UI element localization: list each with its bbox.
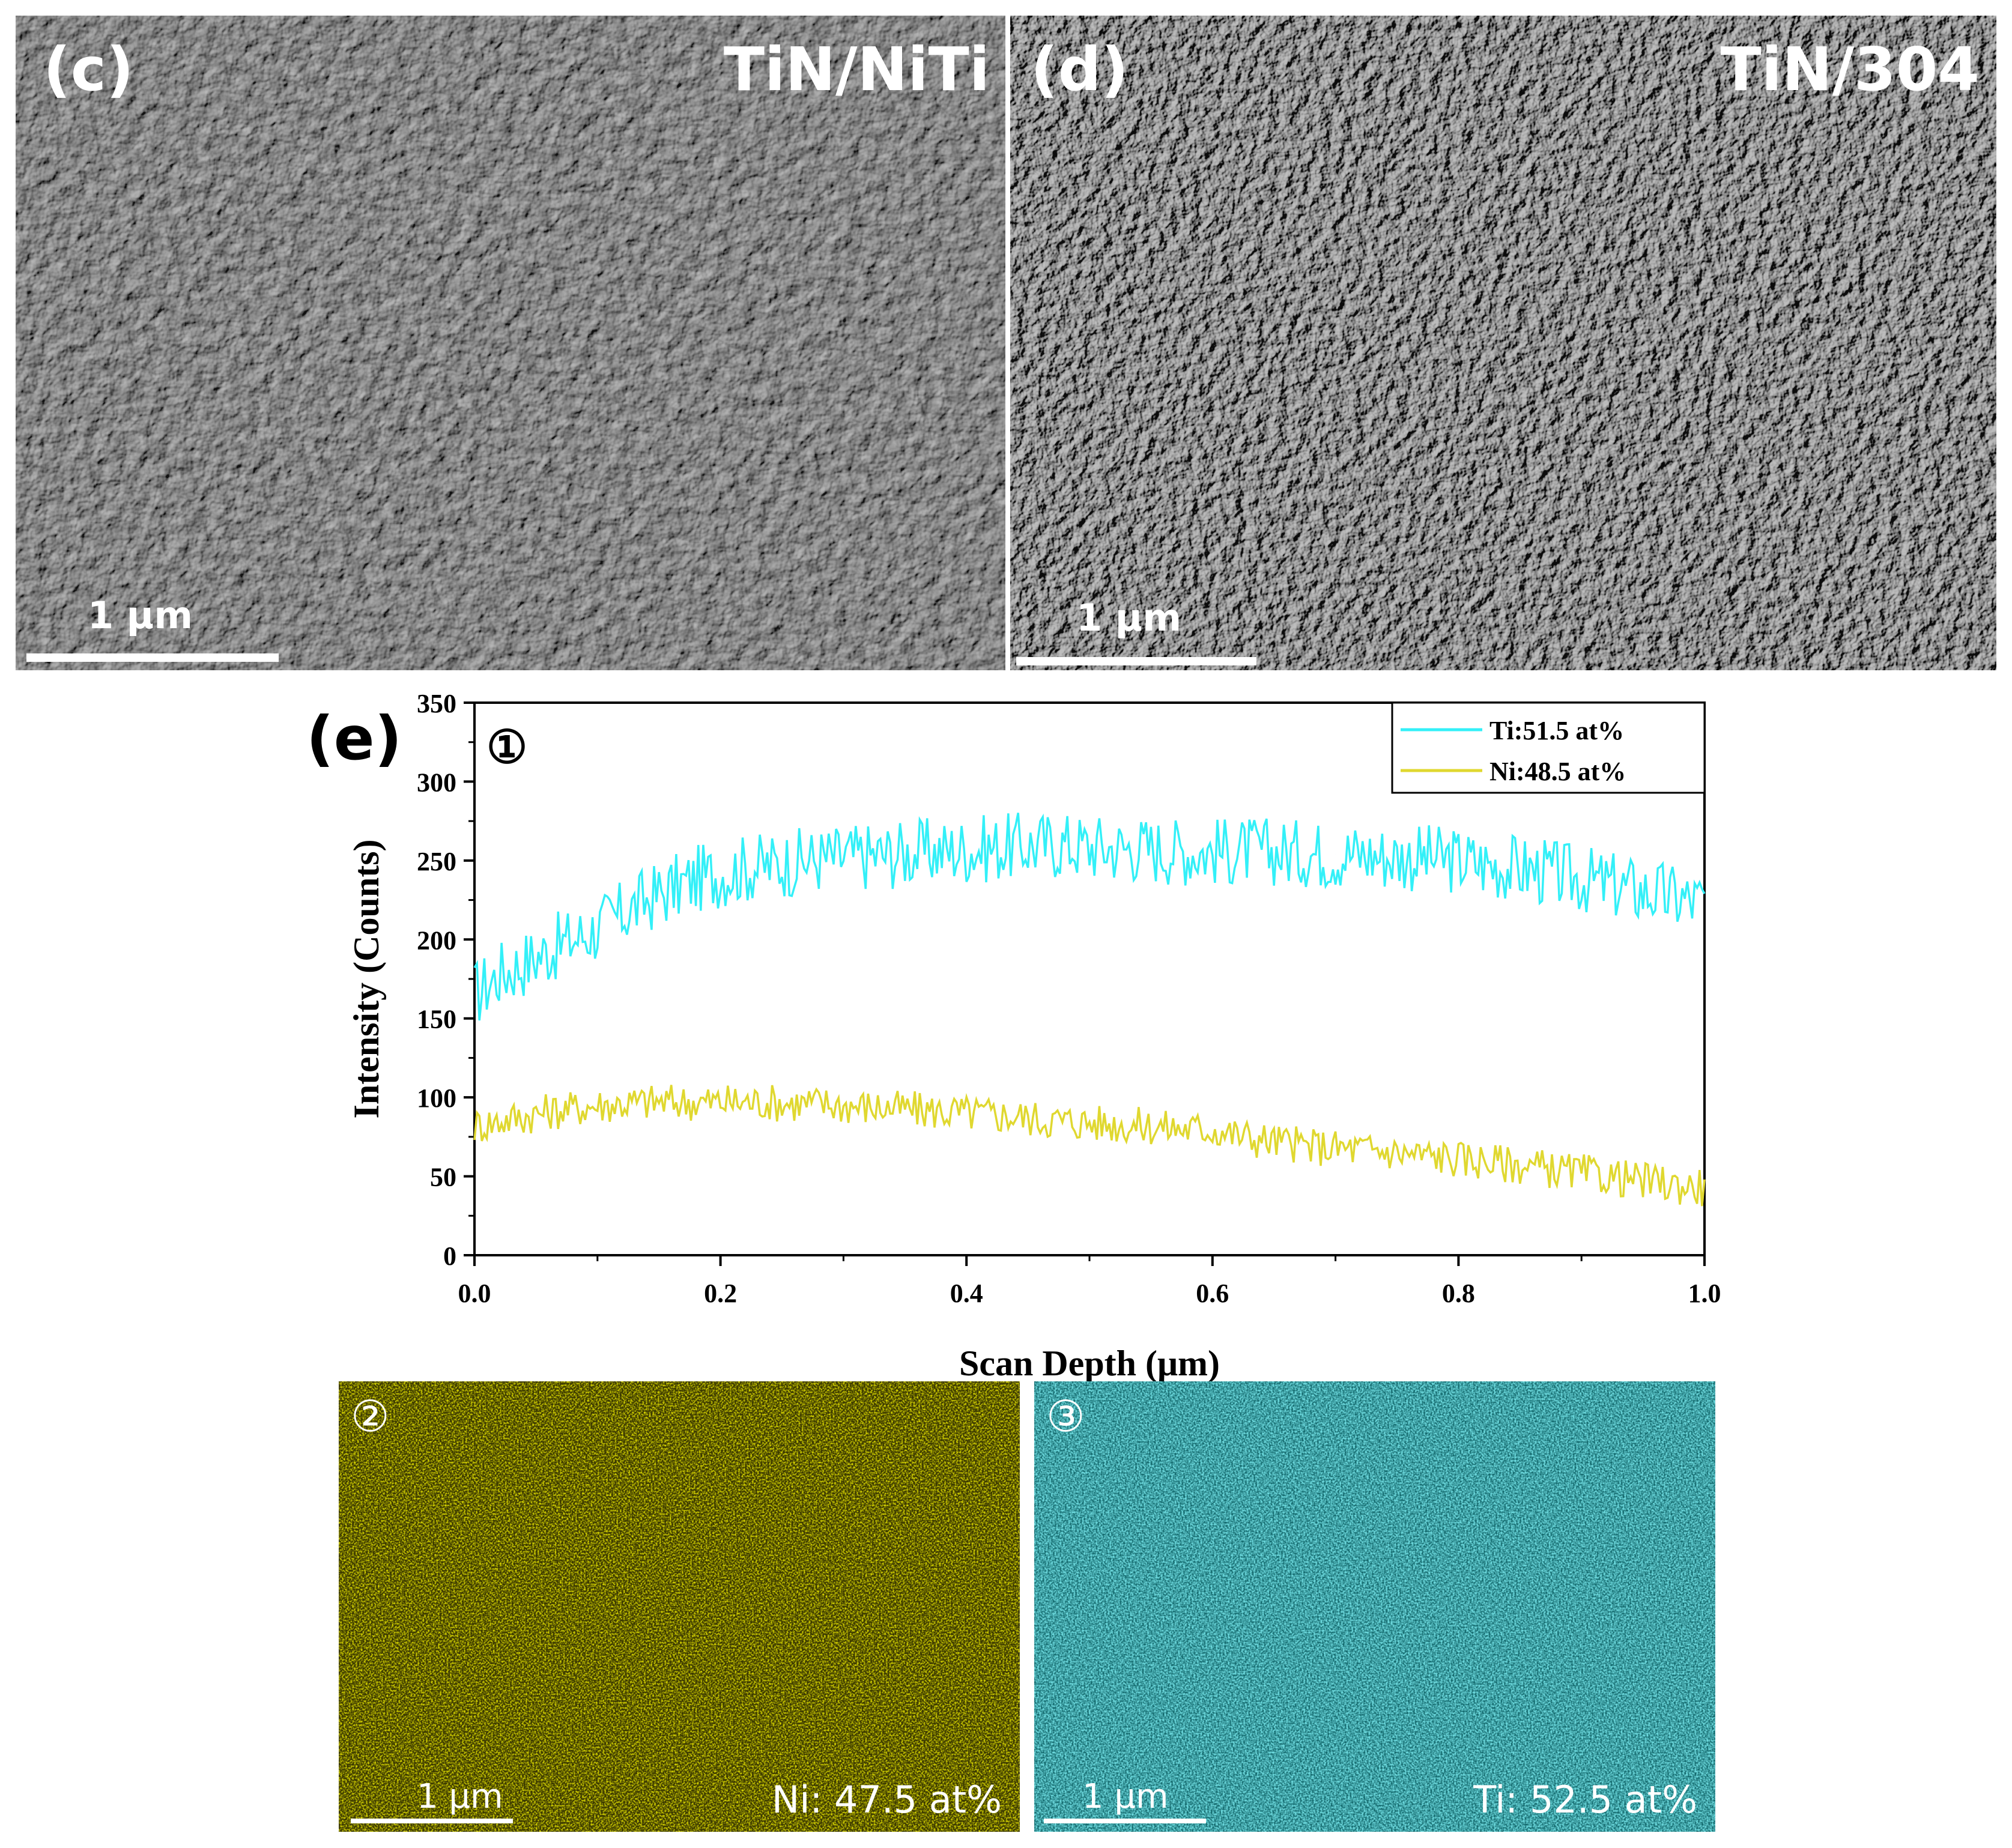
y-tick-label: 350: [417, 689, 456, 718]
scale-bar-d: [1016, 657, 1256, 665]
y-tick-label: 150: [417, 1005, 456, 1034]
legend-label: Ni:48.5 at%: [1489, 757, 1626, 786]
scale-bar-label-c: 1 μm: [88, 593, 193, 637]
line-profile-chart: 0 50 100 150 200 250 300 350 0.0 0.2 0.4 0.6 0.8 1.0 S…: [347, 689, 1721, 1381]
scale-bar-label-ti: 1 μm: [1082, 1777, 1169, 1816]
eds-map-ni: ② 1 μm Ni: 47.5 at%: [339, 1381, 1020, 1832]
scale-bar-c: [26, 653, 279, 662]
scale-bar-label-ni: 1 μm: [417, 1777, 503, 1816]
map-element-label-ni: Ni: 47.5 at%: [771, 1778, 1002, 1822]
chart-marker: ①: [486, 723, 527, 773]
y-axis-label: Intensity (Counts): [347, 839, 386, 1118]
sem-image-c: [16, 16, 1005, 670]
legend-box: [1391, 701, 1706, 794]
y-tick-label: 250: [417, 847, 456, 876]
sem-panel-d: (d) TiN/304 1 μm: [1010, 16, 1996, 670]
map-marker-ti: ③: [1046, 1391, 1085, 1441]
x-tick-label: 0.2: [704, 1279, 737, 1308]
series-line-ni: [473, 1085, 1706, 1207]
panel-title-d: TiN/304: [1720, 34, 1980, 105]
panel-label-c: (c): [43, 34, 134, 105]
x-tick-label: 0.4: [950, 1279, 983, 1308]
map-element-label-ti: Ti: 52.5 at%: [1473, 1778, 1697, 1822]
scale-bar-ti: [1044, 1819, 1206, 1823]
x-tick-label: 0.6: [1196, 1279, 1229, 1308]
map-marker-ni: ②: [351, 1391, 390, 1441]
x-tick-label: 0.8: [1442, 1279, 1475, 1308]
series-line-ti: [473, 813, 1706, 1021]
y-tick-label: 50: [430, 1163, 456, 1192]
y-tick-label: 100: [417, 1083, 456, 1113]
y-tick-label: 200: [417, 926, 456, 955]
y-tick-label: 0: [443, 1241, 456, 1271]
legend-label: Ti:51.5 at%: [1489, 716, 1624, 745]
sem-panel-c: (c) TiN/NiTi 1 μm: [16, 16, 1005, 670]
x-tick-label: 0.0: [458, 1279, 491, 1308]
panel-label-e: (e): [306, 703, 402, 774]
eds-map-ni-image: [339, 1381, 1020, 1832]
scale-bar-ni: [351, 1819, 513, 1823]
sem-image-d: [1010, 16, 1996, 670]
eds-map-ti-image: [1034, 1381, 1715, 1832]
scale-bar-label-d: 1 μm: [1076, 596, 1181, 640]
eds-map-ti: ③ 1 μm Ti: 52.5 at%: [1034, 1381, 1715, 1832]
x-axis-label: Scan Depth (μm): [959, 1344, 1220, 1381]
x-tick-label: 1.0: [1688, 1279, 1721, 1308]
panel-title-c: TiN/NiTi: [723, 34, 990, 105]
panel-label-d: (d): [1031, 34, 1129, 105]
y-tick-label: 300: [417, 768, 456, 797]
